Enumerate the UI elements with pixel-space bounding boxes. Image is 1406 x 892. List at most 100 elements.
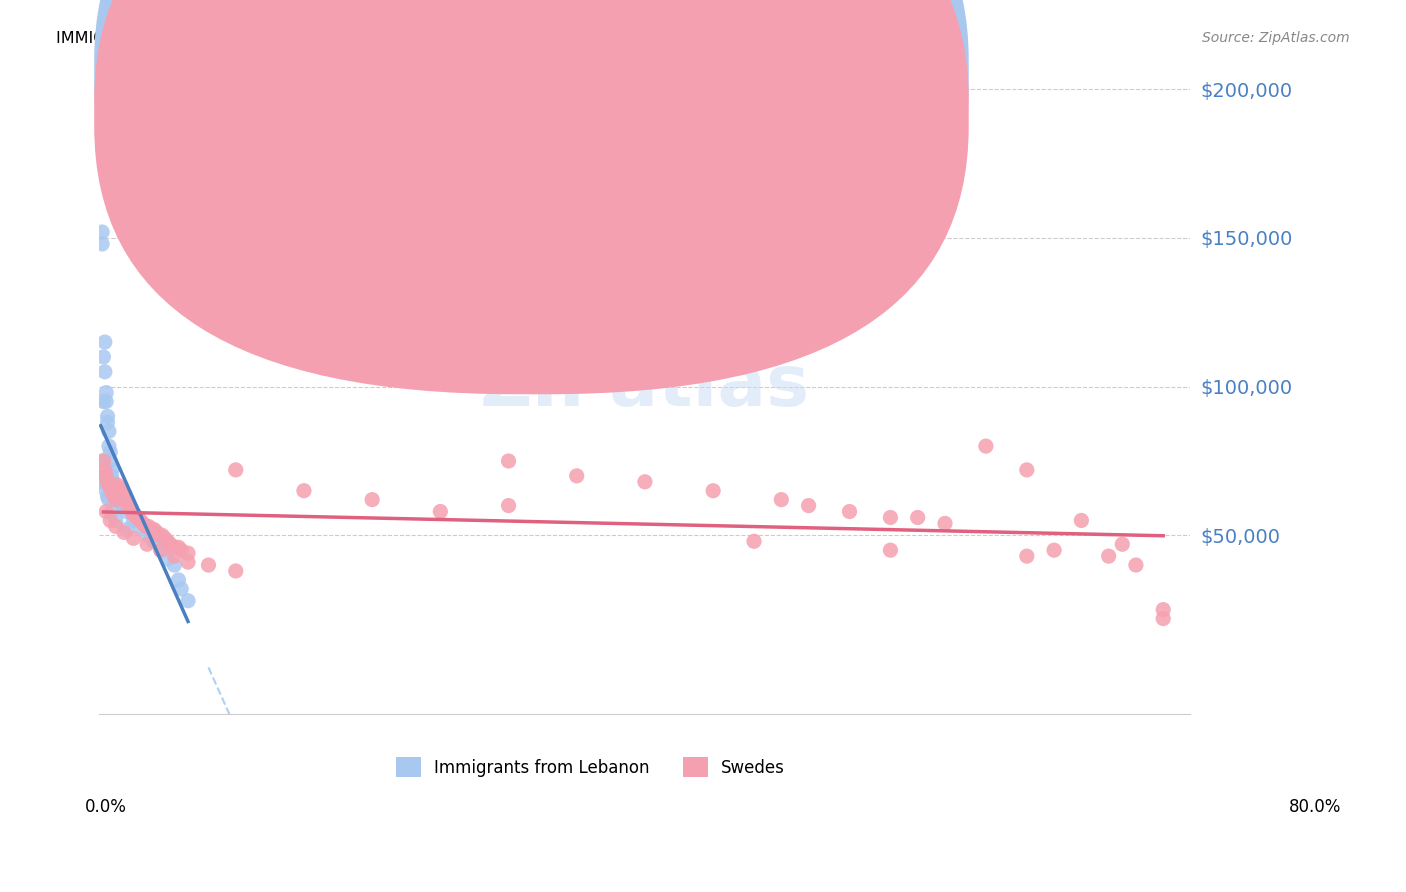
Point [100, 504, 122, 518]
Point [142, 534, 165, 549]
Point [100, 468, 122, 483]
Point [156, 534, 179, 549]
Point [93, 454, 115, 468]
Point [91, 236, 114, 251]
Point [177, 546, 200, 560]
Point [879, 510, 901, 524]
Point [100, 483, 122, 498]
Point [97, 492, 120, 507]
Point [91, 225, 114, 239]
Point [94, 463, 117, 477]
Point [110, 483, 132, 498]
Point [101, 475, 124, 489]
Point [100, 463, 122, 477]
Point [1152, 602, 1174, 616]
Point [101, 486, 124, 500]
Point [96, 394, 118, 409]
Point [94, 365, 117, 379]
Point [838, 504, 860, 518]
Point [124, 508, 146, 522]
Point [107, 481, 129, 495]
Point [101, 477, 124, 491]
Point [149, 543, 172, 558]
Point [98, 513, 121, 527]
Point [177, 593, 200, 607]
Point [132, 516, 155, 531]
Point [104, 486, 127, 500]
Point [104, 492, 127, 507]
Point [225, 564, 247, 578]
Point [163, 558, 186, 572]
Point [93, 350, 115, 364]
Point [1125, 558, 1147, 572]
Point [115, 504, 138, 518]
Point [225, 463, 247, 477]
Text: IMMIGRANTS FROM LEBANON VS SWEDISH HOUSEHOLDER INCOME OVER 65 YEARS CORRELATION : IMMIGRANTS FROM LEBANON VS SWEDISH HOUSE… [56, 31, 910, 46]
Text: R =  -0.472   N = 80: R = -0.472 N = 80 [534, 104, 752, 122]
Point [96, 483, 118, 498]
Point [770, 492, 793, 507]
Point [96, 385, 118, 400]
Point [114, 492, 136, 507]
Point [96, 475, 118, 489]
Text: Source: ZipAtlas.com: Source: ZipAtlas.com [1202, 31, 1350, 45]
Point [96, 409, 118, 424]
Point [129, 513, 152, 527]
Point [141, 528, 163, 542]
Point [145, 525, 167, 540]
Text: R =  -0.193   N = 47: R = -0.193 N = 47 [534, 64, 752, 82]
Point [1043, 543, 1066, 558]
Point [429, 504, 451, 518]
Point [142, 522, 165, 536]
Text: ZIPatlas: ZIPatlas [479, 352, 810, 421]
Point [907, 510, 929, 524]
Point [105, 490, 128, 504]
Point [112, 499, 135, 513]
Point [148, 528, 170, 542]
Text: 0.0%: 0.0% [84, 798, 127, 816]
Point [634, 475, 657, 489]
Point [121, 504, 143, 518]
Point [118, 499, 141, 513]
Point [292, 483, 315, 498]
Point [96, 468, 118, 483]
Point [1098, 549, 1121, 563]
Point [108, 483, 131, 498]
Point [141, 522, 163, 536]
Point [91, 454, 114, 468]
Point [974, 439, 997, 453]
Point [153, 531, 176, 545]
Text: 80.0%: 80.0% [1288, 798, 1341, 816]
Point [129, 519, 152, 533]
Point [122, 513, 145, 527]
Point [142, 534, 165, 549]
Point [135, 519, 157, 533]
Point [112, 525, 135, 540]
Point [97, 439, 120, 453]
Point [93, 394, 115, 409]
Point [94, 475, 117, 489]
Point [170, 582, 193, 596]
Point [107, 492, 129, 507]
Point [108, 495, 131, 509]
Point [94, 334, 117, 349]
Point [111, 486, 134, 500]
Point [122, 531, 145, 545]
Point [167, 573, 190, 587]
Point [93, 468, 115, 483]
Point [1152, 611, 1174, 625]
Point [163, 549, 186, 563]
Point [149, 543, 172, 558]
Point [96, 490, 118, 504]
Point [96, 415, 118, 429]
Point [112, 490, 135, 504]
Point [170, 543, 193, 558]
Point [565, 468, 588, 483]
Point [1111, 537, 1133, 551]
Point [361, 492, 384, 507]
Point [98, 481, 121, 495]
Point [103, 490, 125, 504]
Point [138, 519, 160, 533]
Legend: Immigrants from Lebanon, Swedes: Immigrants from Lebanon, Swedes [389, 750, 792, 784]
Point [742, 534, 765, 549]
